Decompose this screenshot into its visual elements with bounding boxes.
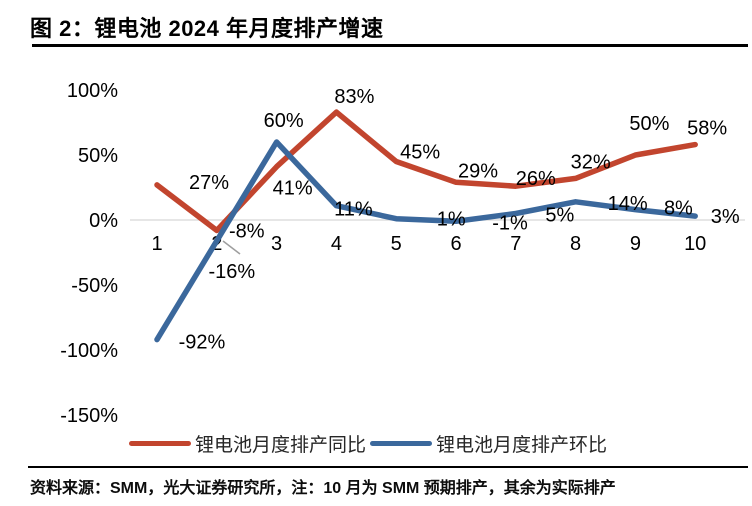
data-label-mom: -16% <box>208 261 255 283</box>
data-label-mom: 60% <box>264 110 304 132</box>
series-line-mom <box>154 139 698 343</box>
data-label-yoy: 45% <box>400 142 440 164</box>
y-axis-tick-label: -150% <box>60 405 118 427</box>
data-label-yoy: 32% <box>571 151 611 173</box>
y-axis-tick-label: -50% <box>71 275 118 297</box>
x-axis-tick-label: 7 <box>510 233 521 255</box>
data-label-yoy: 27% <box>189 172 229 194</box>
data-label-mom: 11% <box>334 199 373 221</box>
data-label-yoy: 58% <box>687 118 727 140</box>
data-label-yoy: 26% <box>516 168 556 190</box>
data-label-yoy: 50% <box>629 113 669 135</box>
y-axis-tick-label: 100% <box>67 80 118 102</box>
data-label-mom: -1% <box>492 212 528 234</box>
y-axis-tick-label: 50% <box>78 145 118 167</box>
title-underline <box>32 44 748 47</box>
legend-swatch-mom <box>370 440 433 446</box>
figure-title: 图 2：锂电池 2024 年月度排产增速 <box>30 16 384 41</box>
data-label-yoy: 29% <box>458 160 498 182</box>
data-label-mom: -92% <box>179 332 226 354</box>
legend-label-mom: 锂电池月度排产环比 <box>436 434 608 456</box>
data-label-mom: 14% <box>608 193 648 215</box>
data-label-yoy: 83% <box>334 86 374 108</box>
legend-label-yoy: 锂电池月度排产同比 <box>195 434 367 456</box>
source-note: 资料来源：SMM，光大证券研究所，注：10 月为 SMM 预期排产，其余为实际排… <box>30 480 616 497</box>
y-axis-tick-label: -100% <box>60 340 118 362</box>
data-label-mom: 1% <box>437 209 466 231</box>
data-label-yoy: -8% <box>229 220 265 242</box>
x-axis-tick-label: 9 <box>630 233 641 255</box>
x-axis-tick-label: 1 <box>151 233 162 255</box>
x-axis-tick-label: 10 <box>684 233 706 255</box>
data-label-mom: 3% <box>711 206 740 228</box>
x-axis-tick-label: 5 <box>391 233 402 255</box>
x-axis-tick-label: 3 <box>271 233 282 255</box>
footer-divider <box>28 466 748 468</box>
data-label-mom: 8% <box>664 198 693 220</box>
label-leader-line <box>222 240 241 255</box>
data-label-mom: 5% <box>545 205 574 227</box>
x-axis-tick-label: 6 <box>450 233 461 255</box>
x-axis-tick-label: 4 <box>331 233 342 255</box>
legend-swatch-yoy <box>129 440 191 446</box>
y-axis-tick-label: 0% <box>89 210 118 232</box>
data-label-yoy: 41% <box>273 178 313 200</box>
x-axis-tick-label: 8 <box>570 233 581 255</box>
chart-legend: 锂电池月度排产同比 锂电池月度排产环比 <box>129 431 608 456</box>
series-line-yoy <box>154 109 698 234</box>
